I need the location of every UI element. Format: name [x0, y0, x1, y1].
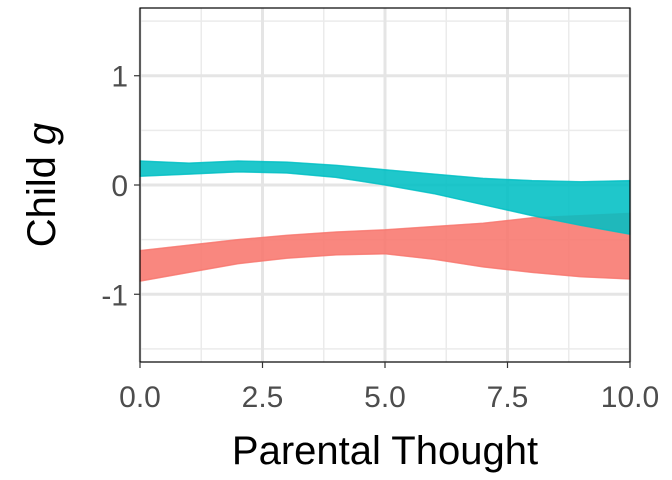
y-axis-ticks: -1 0 1 [101, 61, 140, 312]
x-tick-label: 2.5 [242, 381, 284, 414]
x-tick-label: 0.0 [119, 381, 161, 414]
y-axis-title: Child g [20, 123, 64, 248]
y-tick-label: 1 [111, 61, 128, 94]
x-tick-label: 5.0 [364, 381, 406, 414]
series-2-lower-edge [139, 171, 631, 235]
x-axis-title: Parental Thought [232, 429, 538, 473]
y-axis-title-symbol: g [20, 123, 64, 145]
y-tick-label: -1 [101, 279, 128, 312]
series-2-upper-edge [139, 160, 631, 183]
x-tick-label: 7.5 [487, 381, 529, 414]
y-axis-title-text: Child [20, 156, 64, 247]
y-tick-label: 0 [111, 170, 128, 203]
series-1-lower-edge [139, 253, 631, 282]
x-axis-ticks: 0.0 2.5 5.0 7.5 10.0 [119, 362, 659, 414]
x-tick-label: 10.0 [601, 381, 659, 414]
